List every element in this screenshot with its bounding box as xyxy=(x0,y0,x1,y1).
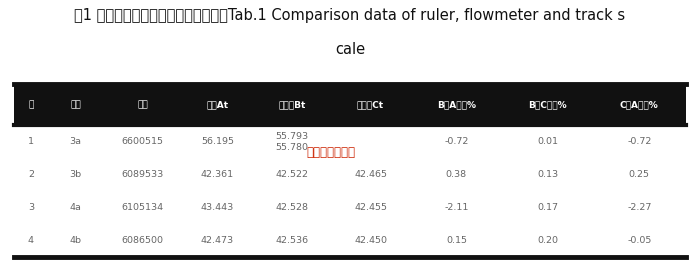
Text: 4a: 4a xyxy=(70,203,81,213)
Text: 6086500: 6086500 xyxy=(122,236,164,246)
Text: 3a: 3a xyxy=(69,137,82,147)
Text: -0.05: -0.05 xyxy=(627,236,652,246)
Text: 车号: 车号 xyxy=(137,100,148,110)
Text: 6600515: 6600515 xyxy=(122,137,164,147)
Text: 序: 序 xyxy=(28,100,34,110)
Text: 3b: 3b xyxy=(69,170,82,180)
Text: 2: 2 xyxy=(28,170,34,180)
Text: 0.20: 0.20 xyxy=(538,236,559,246)
Text: 42.465: 42.465 xyxy=(354,170,387,180)
Text: B比C差率%: B比C差率% xyxy=(528,100,567,110)
Text: cale: cale xyxy=(335,42,365,57)
Text: 42.536: 42.536 xyxy=(276,236,309,246)
Text: 42.450: 42.450 xyxy=(354,236,387,246)
Text: 56.195: 56.195 xyxy=(201,137,234,147)
Text: -2.27: -2.27 xyxy=(627,203,652,213)
Text: 江苏华云流量计: 江苏华云流量计 xyxy=(307,146,356,159)
Text: 42.522: 42.522 xyxy=(276,170,309,180)
Text: -0.72: -0.72 xyxy=(444,137,468,147)
Text: 0.38: 0.38 xyxy=(446,170,467,180)
Text: -0.72: -0.72 xyxy=(627,137,652,147)
Text: 轨道衡Ct: 轨道衡Ct xyxy=(357,100,384,110)
Text: B比A差率%: B比A差率% xyxy=(437,100,476,110)
Text: 55.793
55.780: 55.793 55.780 xyxy=(276,132,309,152)
Text: 4b: 4b xyxy=(69,236,82,246)
Text: 42.528: 42.528 xyxy=(276,203,309,213)
Text: 0.17: 0.17 xyxy=(538,203,559,213)
Text: 43.443: 43.443 xyxy=(201,203,234,213)
Text: 罐位: 罐位 xyxy=(70,100,81,110)
Text: 0.01: 0.01 xyxy=(538,137,559,147)
Text: 42.473: 42.473 xyxy=(201,236,234,246)
Text: 6105134: 6105134 xyxy=(122,203,164,213)
Text: 4: 4 xyxy=(28,236,34,246)
Text: 流量计Bt: 流量计Bt xyxy=(279,100,306,110)
Text: 表1 检尺、流量计、轨道衡的比对数据Tab.1 Comparison data of ruler, flowmeter and track s: 表1 检尺、流量计、轨道衡的比对数据Tab.1 Comparison data … xyxy=(74,8,626,23)
Text: -2.11: -2.11 xyxy=(444,203,468,213)
Text: 42.455: 42.455 xyxy=(354,203,387,213)
Text: 0.25: 0.25 xyxy=(629,170,650,180)
Text: 6089533: 6089533 xyxy=(122,170,164,180)
Text: 检尺At: 检尺At xyxy=(206,100,228,110)
Text: 1: 1 xyxy=(28,137,34,147)
Text: 0.13: 0.13 xyxy=(538,170,559,180)
Text: C比A差率%: C比A差率% xyxy=(620,100,659,110)
Text: 42.361: 42.361 xyxy=(201,170,234,180)
Text: 0.15: 0.15 xyxy=(446,236,467,246)
Text: 3: 3 xyxy=(28,203,34,213)
